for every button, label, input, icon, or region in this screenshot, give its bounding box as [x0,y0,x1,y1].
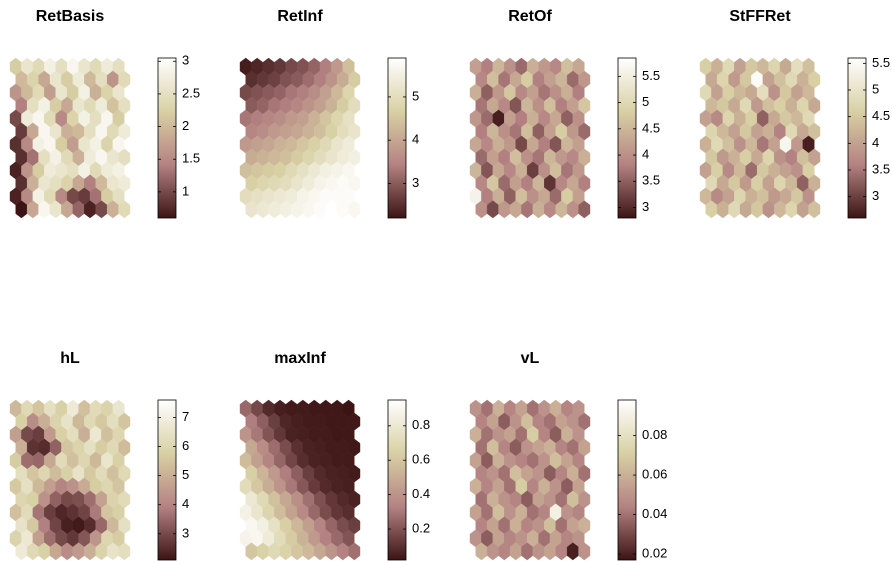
panel-title: StFFRet [729,8,791,25]
colorbar-tick-label: 0.2 [412,520,430,535]
hex-cell [348,542,361,561]
colorbar-tick-label: 3 [872,188,879,203]
colorbar-tick-label: 3.5 [872,161,890,176]
colorbar-tick-label: 5.5 [872,55,890,70]
colorbar-tick-label: 1.5 [182,151,200,166]
colorbar-tick-label: 0.06 [642,466,667,481]
colorbar-tick-label: 2.5 [182,85,200,100]
colorbar [157,57,177,219]
colorbar-tick-label: 5 [872,81,879,96]
colorbar [387,399,407,561]
colorbar-tick-label: 0.08 [642,427,667,442]
colorbar-tick-label: 3 [642,199,649,214]
colorbar-tick-label: 5.5 [642,68,660,83]
panel-title: RetOf [508,8,552,25]
colorbar [847,57,867,219]
colorbar-tick-label: 3 [412,175,419,190]
colorbar-tick-label: 4 [412,132,419,147]
colorbar-tick-label: 3 [182,53,189,68]
colorbar-tick-label: 4.5 [642,120,660,135]
hex-cell [808,200,821,219]
colorbar-tick-label: 0.8 [412,417,430,432]
panel-title: vL [521,350,540,367]
colorbar-tick-label: 4 [872,135,879,150]
colorbar-tick-label: 5 [412,88,419,103]
colorbar [157,399,177,561]
colorbar-tick-label: 5 [642,94,649,109]
colorbar-tick-label: 0.02 [642,546,667,561]
colorbar-tick-label: 2 [182,118,189,133]
colorbar-tick-label: 4 [182,496,189,511]
colorbar-tick-label: 3 [182,525,189,540]
colorbar [387,57,407,219]
panel-title: hL [60,350,80,367]
colorbar [617,57,637,219]
colorbar-tick-label: 0.6 [412,452,430,467]
colorbar-tick-label: 7 [182,409,189,424]
hex-cell [118,200,131,219]
colorbar-tick-label: 5 [182,467,189,482]
colorbar-tick-label: 0.4 [412,486,430,501]
hex-cell [118,542,131,561]
colorbar-tick-label: 0.04 [642,506,667,521]
hex-cell [578,542,591,561]
colorbar-tick-label: 3.5 [642,173,660,188]
colorbar [617,399,637,561]
hex-cell [348,200,361,219]
hex-cell [578,200,591,219]
panel-title: RetBasis [36,8,105,25]
colorbar-tick-label: 4 [642,146,649,161]
panel-title: RetInf [277,8,323,25]
colorbar-tick-label: 6 [182,438,189,453]
panel-title: maxInf [274,350,326,367]
colorbar-tick-label: 1 [182,183,189,198]
colorbar-tick-label: 4.5 [872,108,890,123]
